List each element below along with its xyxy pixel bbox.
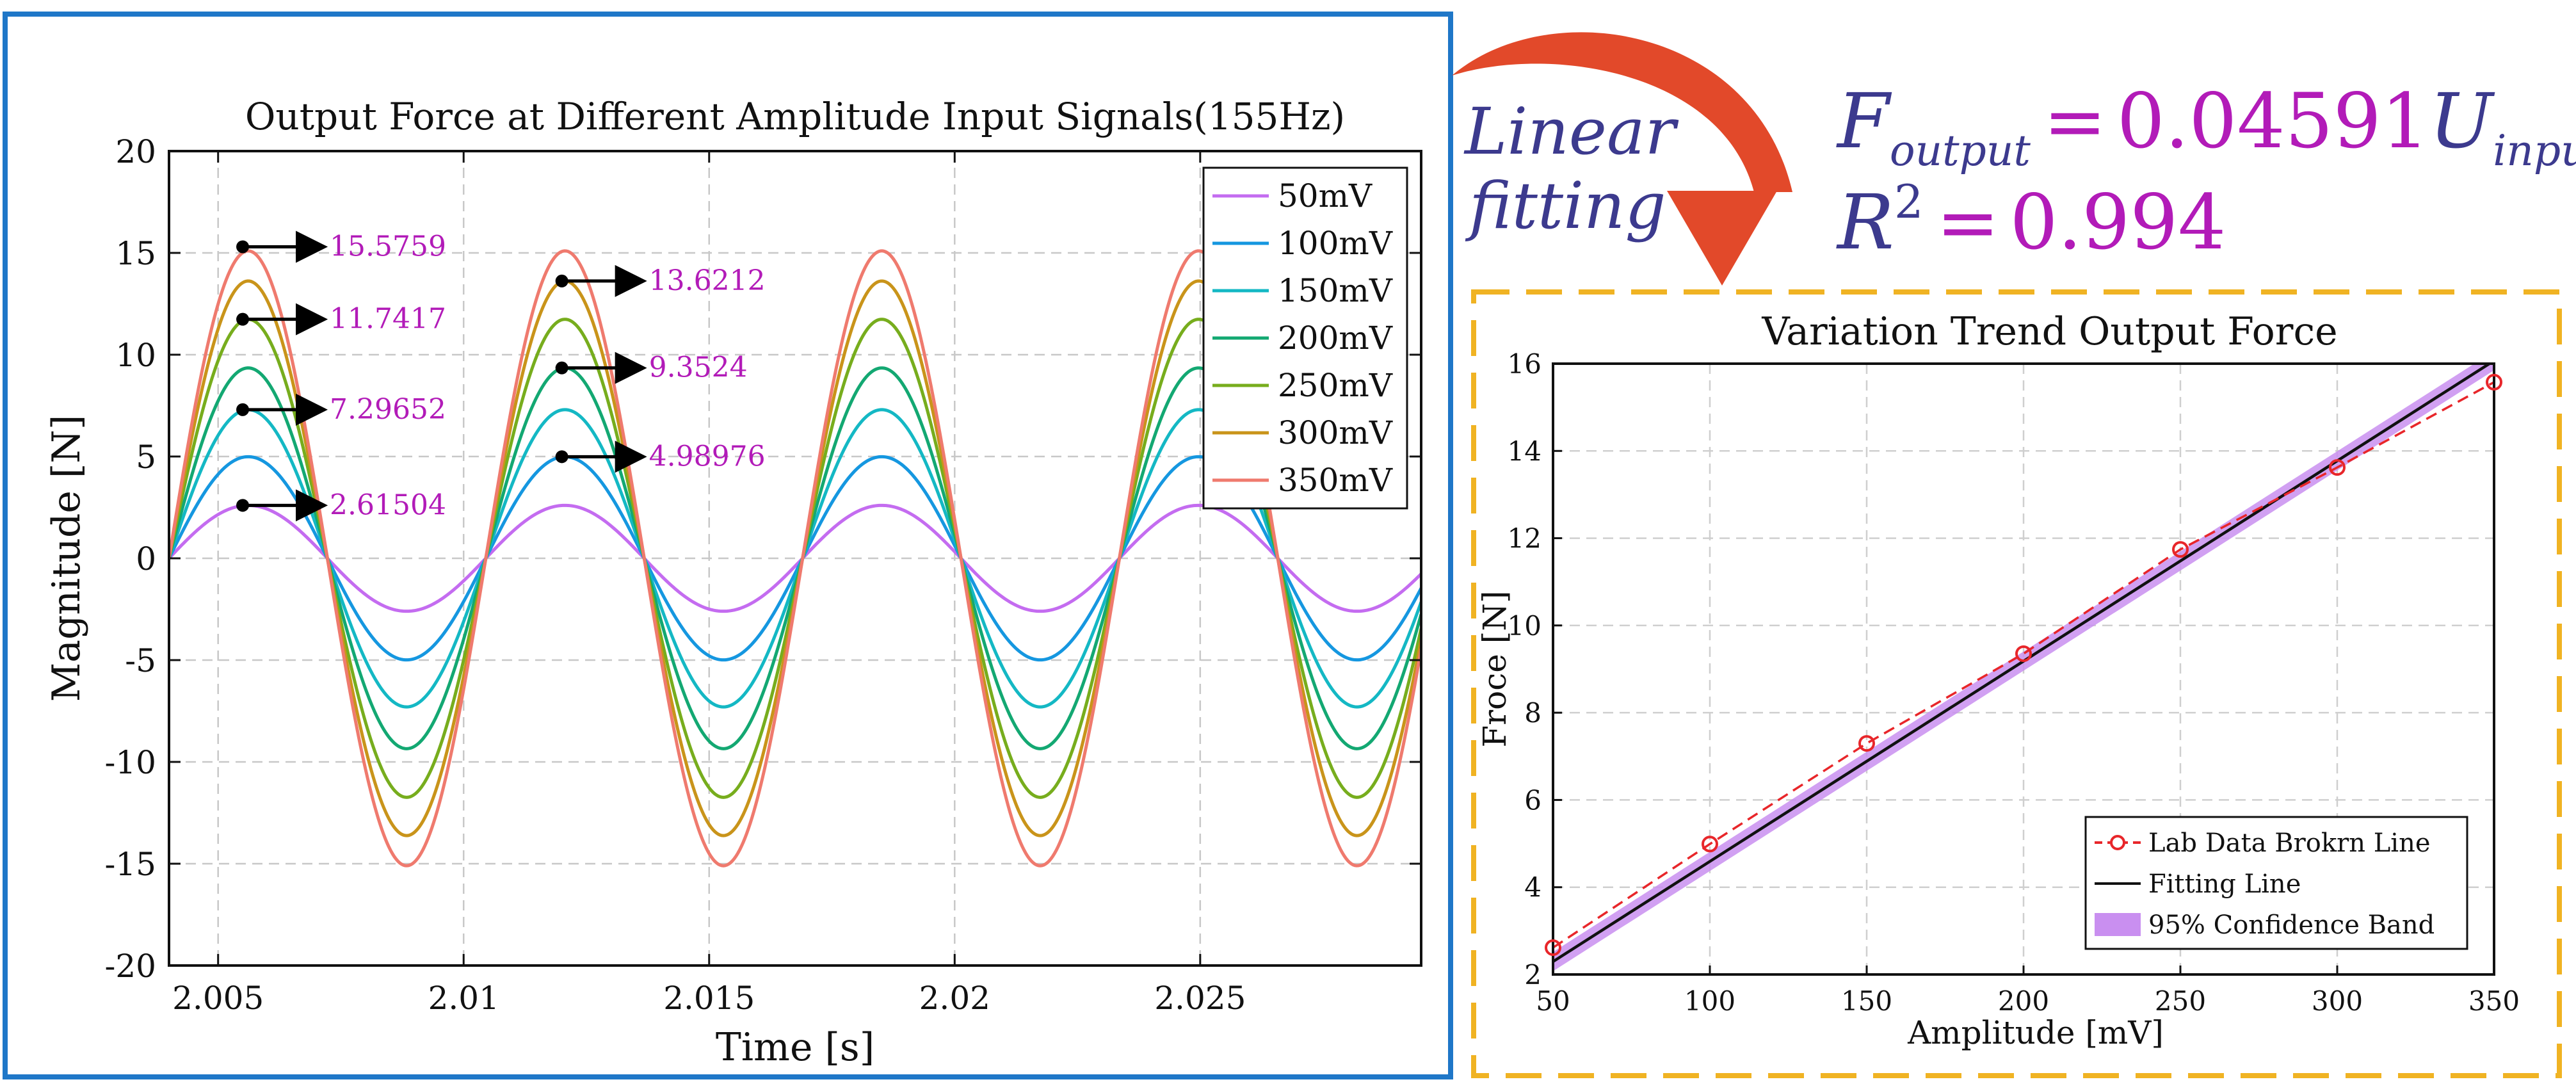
right-y-tick-label: 2 [1524, 959, 1542, 990]
right-x-axis-label: Amplitude [mV] [1907, 1014, 2164, 1051]
legend-marker-lab-data [2110, 835, 2125, 850]
left-x-tick-label: 2.025 [1154, 980, 1246, 1017]
left-chart: Output Force at Different Amplitude Inpu… [44, 95, 1422, 1070]
svg-text:R2=0.994: R2 = 0.994 [1836, 175, 2226, 266]
legend-label: 250mV [1278, 367, 1393, 404]
annotation-label: 9.3524 [649, 352, 748, 384]
legend-label: 100mV [1278, 225, 1393, 262]
right-chart: Variation Trend Output Force 50 100 150 200… [1476, 309, 2520, 1051]
lab-data-point [2172, 541, 2189, 558]
legend-label: 350mV [1278, 462, 1393, 499]
left-x-tick-label: 2.005 [172, 980, 264, 1017]
right-x-tick-label: 300 [2312, 985, 2363, 1017]
right-x-tick-label: 350 [2468, 985, 2520, 1017]
linear-fitting-label-line1: Linear [1463, 94, 1679, 169]
annotation-label: 7.29652 [330, 393, 446, 426]
left-y-tick-label: 15 [115, 235, 156, 272]
left-y-ticks: -20 -15 -10 -5 0 5 10 15 20 [104, 133, 1421, 985]
legend-label: 300mV [1278, 414, 1393, 451]
right-panel-frame [1471, 289, 2562, 1078]
right-x-tick-label: 50 [1536, 985, 1570, 1017]
left-x-ticks: 2.005 2.01 2.015 2.02 2.025 [172, 151, 1246, 1017]
right-chart-title: Variation Trend Output Force [1761, 309, 2337, 354]
lab-data-point [2015, 645, 2032, 662]
legend-label-confidence-band: 95% Confidence Band [2148, 910, 2435, 940]
legend-swatch-confidence-band [2095, 913, 2141, 936]
linear-fitting-arrow [1452, 32, 1792, 286]
legend-label: 150mV [1278, 272, 1393, 309]
right-y-ticks: 2 4 6 8 10 12 14 16 [1508, 348, 1562, 990]
formula-R-superscript: 2 [1894, 175, 1924, 229]
linear-fitting-label-line2: fitting [1465, 168, 1666, 243]
left-legend: 50mV 100mV 150mV 200mV 250mV 300mV 350mV [1202, 166, 1408, 510]
svg-text:Foutput=0.04591Uinput: Foutput=0.04591Uinput [1836, 77, 2576, 175]
right-y-axis-label: Froce [N] [1476, 591, 1513, 748]
left-y-tick-label: -15 [104, 846, 156, 883]
formula-R: R [1836, 178, 1894, 266]
right-y-tick-label: 14 [1508, 435, 1542, 467]
left-x-axis-label: Time [s] [716, 1025, 874, 1070]
left-y-tick-label: -5 [125, 642, 156, 679]
left-y-tick-label: 10 [115, 337, 156, 374]
lab-data-point [2486, 373, 2502, 391]
left-y-axis-label: Magnitude [N] [44, 415, 89, 702]
right-x-tick-label: 100 [1684, 985, 1735, 1017]
legend-label-lab-data: Lab Data Brokrn Line [2148, 828, 2431, 858]
r2-equals: = [1936, 178, 2000, 266]
right-y-tick-label: 12 [1508, 523, 1542, 554]
left-panel-frame [3, 12, 1453, 1079]
legend-label: 50mV [1278, 177, 1373, 214]
lab-data-point [1702, 836, 1718, 853]
formula-F-subscript: output [1890, 126, 2031, 175]
left-annotations: 15.5759 11.7417 7.29652 2.61504 13.6212 9.352… [236, 230, 766, 522]
left-y-tick-label: 0 [136, 540, 156, 578]
lab-data-line [1553, 381, 2494, 949]
right-y-tick-label: 8 [1524, 697, 1542, 729]
left-y-tick-label: -10 [104, 744, 156, 781]
left-x-tick-label: 2.02 [919, 980, 990, 1017]
right-x-ticks: 50 100 150 200 250 300 350 [1536, 966, 2520, 1017]
right-y-tick-label: 16 [1508, 348, 1542, 380]
left-y-tick-label: -20 [104, 948, 156, 985]
legend-label-fitting-line: Fitting Line [2148, 869, 2301, 899]
annotation-label: 4.98976 [649, 440, 766, 473]
legend-label: 200mV [1278, 319, 1393, 357]
lab-data-point [1858, 735, 1875, 752]
left-chart-title: Output Force at Different Amplitude Inpu… [245, 95, 1345, 138]
annotation-label: 11.7417 [330, 303, 446, 335]
r2-value: 0.994 [2010, 178, 2226, 266]
fit-formula: Foutput=0.04591Uinput R2=0.994 [1836, 77, 2576, 266]
annotation-label: 2.61504 [330, 489, 446, 521]
formula-U-subscript: input [2493, 126, 2576, 175]
lab-data-point [2329, 459, 2346, 476]
right-x-tick-label: 150 [1841, 985, 1892, 1017]
lab-data-point [1545, 939, 1561, 957]
left-y-tick-label: 5 [136, 439, 156, 476]
confidence-band [1553, 364, 2494, 971]
formula-U: U [2429, 77, 2495, 165]
curved-arrow-head [1667, 191, 1777, 286]
annotation-label: 13.6212 [649, 264, 766, 297]
right-y-tick-label: 4 [1524, 872, 1542, 903]
right-y-tick-label: 6 [1524, 784, 1542, 816]
left-x-tick-label: 2.01 [428, 980, 499, 1017]
right-x-tick-label: 250 [2155, 985, 2206, 1017]
left-x-tick-label: 2.015 [663, 980, 755, 1017]
formula-equals: = [2043, 77, 2107, 165]
right-legend: Lab Data Brokrn Line Fitting Line 95% Conf… [2084, 816, 2468, 950]
right-y-tick-label: 10 [1508, 610, 1542, 642]
curved-arrow-shaft [1452, 32, 1792, 192]
right-legend-box [2084, 816, 2468, 950]
left-y-tick-label: 20 [115, 133, 156, 170]
formula-coefficient: 0.04591 [2117, 77, 2429, 165]
annotation-label: 15.5759 [330, 230, 446, 263]
formula-F: F [1836, 77, 1892, 165]
right-x-tick-label: 200 [1998, 985, 2049, 1017]
